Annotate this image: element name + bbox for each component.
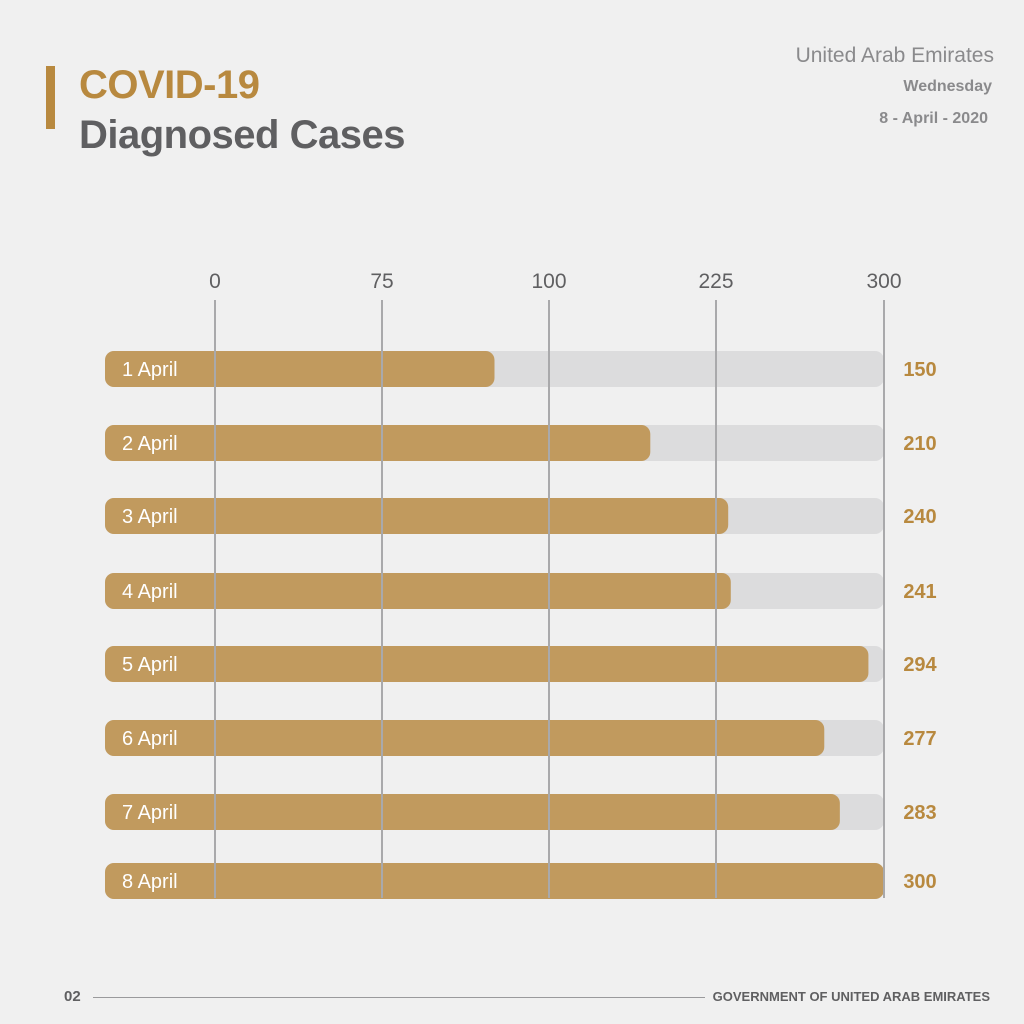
category-label: 5 April <box>122 654 178 676</box>
bar <box>105 863 884 899</box>
bar <box>105 646 869 682</box>
country-label: United Arab Emirates <box>795 44 994 67</box>
category-label: 4 April <box>122 581 178 603</box>
chart-subtitle: Diagnosed Cases <box>79 113 405 157</box>
category-label: 8 April <box>122 871 178 893</box>
bar <box>105 351 495 387</box>
weekday-label: Wednesday <box>903 78 992 95</box>
x-tick-label: 100 <box>531 270 566 293</box>
title-accent-bar <box>46 66 55 129</box>
value-label: 277 <box>903 728 936 750</box>
category-label: 7 April <box>122 802 178 824</box>
bars <box>105 351 884 899</box>
value-label: 300 <box>903 871 936 893</box>
value-label: 283 <box>903 802 936 824</box>
bar <box>105 573 731 609</box>
category-label: 6 April <box>122 728 178 750</box>
category-label: 2 April <box>122 433 178 455</box>
bar <box>105 425 651 461</box>
value-label: 210 <box>903 433 936 455</box>
footer-divider <box>93 997 705 998</box>
x-tick-label: 75 <box>370 270 393 293</box>
x-tick-label: 0 <box>209 270 221 293</box>
gridlines <box>214 300 885 898</box>
x-tick-label: 225 <box>698 270 733 293</box>
category-label: 3 April <box>122 506 178 528</box>
value-label: 150 <box>903 359 936 381</box>
chart-title: COVID-19 <box>79 63 260 107</box>
footer-organization: GOVERNMENT OF UNITED ARAB EMIRATES <box>712 989 990 1004</box>
category-labels: 1 April 2 April 3 April 4 April 5 April 6 Apr… <box>122 359 178 893</box>
bar <box>105 794 840 830</box>
date-label: 8 - April - 2020 <box>879 110 988 127</box>
bar <box>105 498 729 534</box>
x-tick-label: 300 <box>866 270 901 293</box>
x-axis-ticks: 0 75 100 225 300 <box>209 270 901 293</box>
page-number: 02 <box>64 988 81 1005</box>
value-label: 240 <box>903 506 936 528</box>
value-label: 241 <box>903 581 936 603</box>
bar <box>105 720 825 756</box>
category-label: 1 April <box>122 359 178 381</box>
value-label: 294 <box>903 654 937 676</box>
value-labels: 150 210 240 241 294 277 283 300 <box>903 359 937 893</box>
